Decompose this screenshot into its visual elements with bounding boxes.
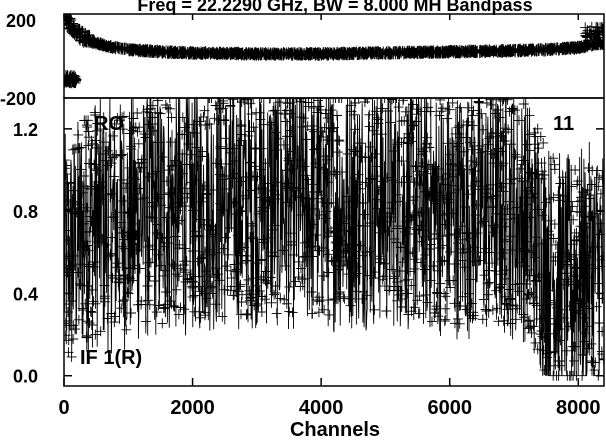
x-tick-label: 0 bbox=[58, 397, 69, 419]
phase-y-tick-label: -200 bbox=[0, 89, 36, 109]
annotation-ro: RO bbox=[94, 113, 124, 135]
amplitude-series bbox=[60, 93, 606, 381]
x-tick-label: 8000 bbox=[556, 397, 601, 419]
x-tick-label: 2000 bbox=[170, 397, 215, 419]
phase-y-tick-label: 200 bbox=[6, 11, 36, 31]
phase-point-markers bbox=[59, 9, 606, 88]
x-axis-label: Channels bbox=[290, 419, 380, 441]
amplitude-y-tick-label: 0.8 bbox=[13, 202, 38, 222]
phase-series bbox=[59, 9, 606, 88]
amplitude-y-tick-label: 1.2 bbox=[13, 120, 38, 140]
x-tick-label: 6000 bbox=[427, 397, 472, 419]
annotation-if: IF 1(R) bbox=[80, 347, 142, 369]
amplitude-y-tick-label: 0.0 bbox=[13, 367, 38, 387]
x-tick-label: 4000 bbox=[299, 397, 344, 419]
annotation-baseline-number: 11 bbox=[553, 113, 574, 135]
amplitude-y-tick-label: 0.4 bbox=[13, 284, 38, 304]
chart-title: Freq = 22.2290 GHz, BW = 8.000 MH Bandpa… bbox=[137, 0, 532, 15]
